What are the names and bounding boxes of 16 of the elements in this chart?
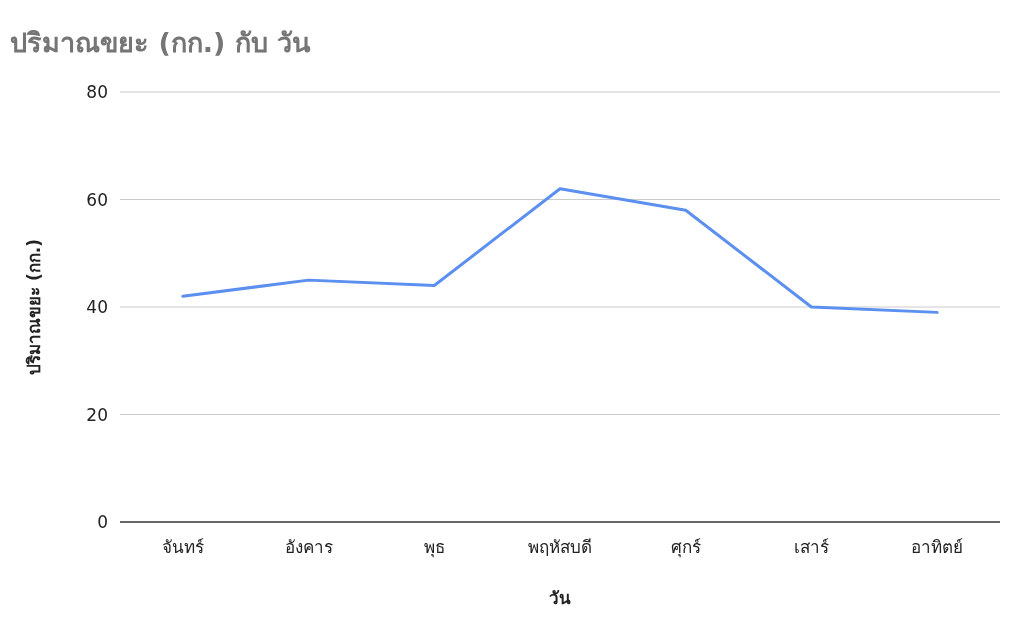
line-series xyxy=(181,187,939,314)
x-axis-title: วัน xyxy=(549,588,571,608)
x-tick-label: จันทร์ xyxy=(161,537,204,557)
y-tick-label: 80 xyxy=(86,82,108,102)
chart-title: ปริมาณขยะ (กก.) กับ วัน xyxy=(10,27,312,58)
x-tick-label: อาทิตย์ xyxy=(911,537,964,557)
x-tick-label: ศุกร์ xyxy=(670,537,701,558)
x-tick-label: อังคาร xyxy=(284,537,333,557)
y-tick-label: 20 xyxy=(86,404,108,425)
x-tick-label: พุธ xyxy=(423,537,445,558)
y-axis-title: ปริมาณขยะ (กก.) xyxy=(24,239,44,375)
y-tick-label: 0 xyxy=(97,512,108,532)
y-tick-label: 40 xyxy=(86,297,108,317)
y-tick-label: 60 xyxy=(86,189,108,210)
x-tick-label: พฤหัสบดี xyxy=(528,537,592,557)
x-tick-label: เสาร์ xyxy=(793,537,829,557)
